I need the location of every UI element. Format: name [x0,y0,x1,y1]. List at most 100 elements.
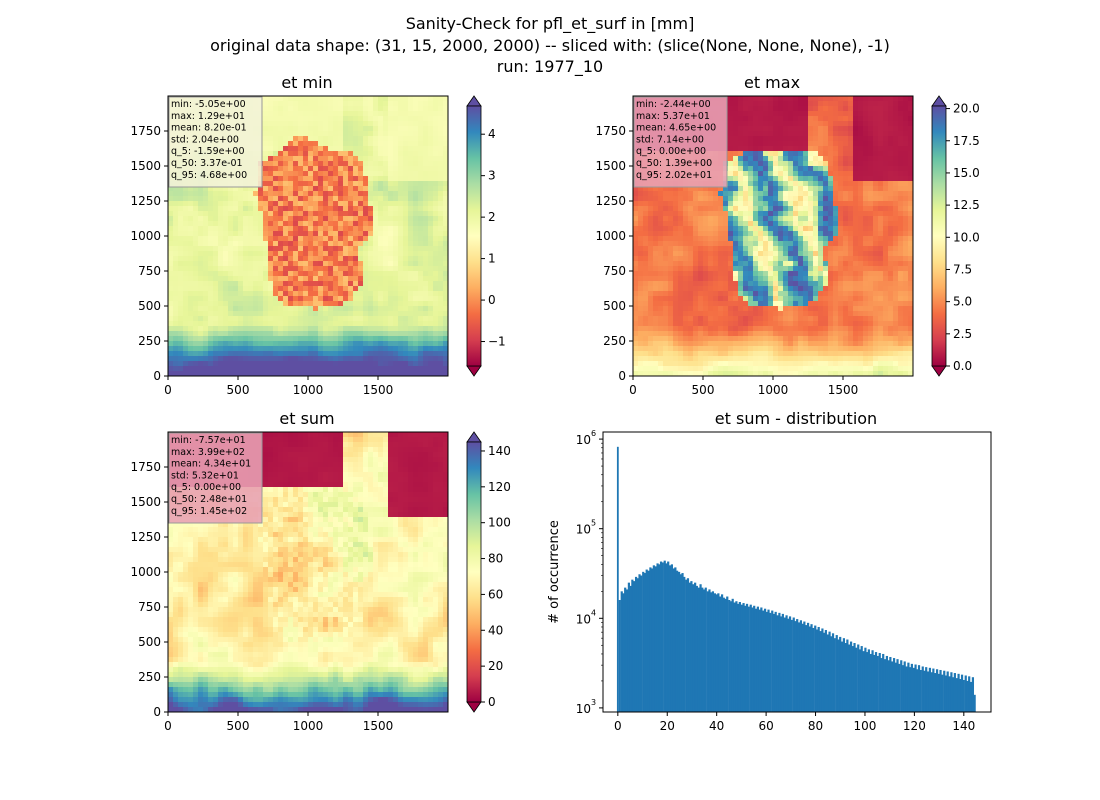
heatmap-cell [293,206,299,212]
heatmap-cell [278,216,284,222]
heatmap-cell [338,141,344,147]
heatmap-cell [893,126,899,132]
heatmap-cell [903,161,909,167]
heatmap-cell [353,206,359,212]
heatmap-cell [288,151,294,157]
heatmap-cell [873,246,879,252]
heatmap-cell [168,281,174,287]
heatmap-cell [263,306,269,312]
heatmap-cell [368,271,374,277]
heatmap-cell [763,151,769,157]
heatmap-cell [863,116,869,122]
heatmap-cell [208,221,214,227]
heatmap-cell [348,301,354,307]
heatmap-cell [228,206,234,212]
heatmap-cell [288,351,294,357]
heatmap-cell [733,236,739,242]
heatmap-cell [313,301,319,307]
heatmap-cell [178,351,184,357]
heatmap-cell [403,316,409,322]
heatmap-cell [438,336,444,342]
heatmap-cell [268,111,274,117]
colorbar-tick-label: 0 [488,293,496,307]
heatmap-cell [858,211,864,217]
heatmap-cell [428,311,434,317]
heatmap-cell [198,191,204,197]
heatmap-cell [293,281,299,287]
heatmap-cell [338,111,344,117]
heatmap-cell [283,196,289,202]
heatmap-cell [873,151,879,157]
heatmap-cell [743,231,749,237]
heatmap-cell [708,231,714,237]
heatmap-cell [228,286,234,292]
heatmap-cell [333,201,339,207]
heatmap-cell [433,151,439,157]
heatmap-cell [428,346,434,352]
heatmap-cell [278,186,284,192]
heatmap-cell [218,191,224,197]
heatmap-cell [188,356,194,362]
heatmap-cell [773,226,779,232]
heatmap-cell [403,331,409,337]
heatmap-cell [648,231,654,237]
heatmap-cell [233,341,239,347]
heatmap-cell [248,211,254,217]
heatmap-cell [273,356,279,362]
heatmap-cell [673,226,679,232]
heatmap-cell [348,361,354,367]
heatmap-cell [348,131,354,137]
heatmap-cell [753,156,759,162]
heatmap-cell [418,366,424,372]
heatmap-cell [353,266,359,272]
heatmap-cell [908,171,914,177]
heatmap-cell [713,196,719,202]
heatmap-cell [388,341,394,347]
heatmap-cell [683,201,689,207]
heatmap-cell [363,276,369,282]
heatmap-cell [663,206,669,212]
heatmap-cell [813,206,819,212]
heatmap-cell [833,106,839,112]
heatmap-cell [428,126,434,132]
heatmap-cell [718,211,724,217]
heatmap-cell [908,246,914,252]
heatmap-cell [353,236,359,242]
heatmap-cell [248,351,254,357]
heatmap-cell [398,366,404,372]
heatmap-cell [893,141,899,147]
heatmap-cell [333,286,339,292]
heatmap-cell [313,351,319,357]
heatmap-cell [423,216,429,222]
heatmap-cell [203,291,209,297]
heatmap-cell [298,181,304,187]
heatmap-cell [783,101,789,107]
heatmap-cell [378,206,384,212]
heatmap-cell [888,196,894,202]
heatmap-cell [403,251,409,257]
heatmap-cell [173,281,179,287]
heatmap-cell [403,276,409,282]
heatmap-cell [228,261,234,267]
heatmap-cell [308,121,314,127]
heatmap-cell [788,121,794,127]
heatmap-cell [303,356,309,362]
heatmap-cell [353,271,359,277]
heatmap-cell [748,241,754,247]
heatmap-cell [398,241,404,247]
heatmap-cell [898,191,904,197]
heatmap-cell [338,321,344,327]
heatmap-cell [193,291,199,297]
heatmap-cell [878,166,884,172]
heatmap-cell [868,201,874,207]
heatmap-cell [273,341,279,347]
heatmap-cell [888,206,894,212]
heatmap-cell [313,236,319,242]
heatmap-cell [348,271,354,277]
heatmap-cell [238,291,244,297]
heatmap-cell [763,216,769,222]
heatmap-cell [398,286,404,292]
heatmap-cell [363,226,369,232]
heatmap-cell [728,211,734,217]
heatmap-cell [343,356,349,362]
